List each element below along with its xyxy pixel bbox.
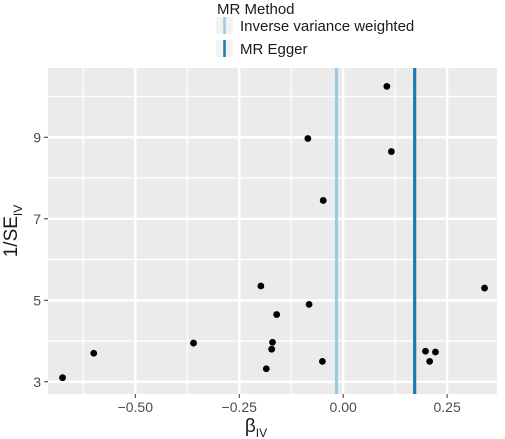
data-point bbox=[318, 358, 326, 365]
legend-title: MR Method bbox=[217, 1, 295, 18]
legend-label-mr-egger: MR Egger bbox=[240, 41, 308, 58]
data-point bbox=[304, 135, 312, 142]
data-point bbox=[257, 282, 265, 290]
y-axis-title: 1/SEIV bbox=[1, 205, 25, 258]
data-point bbox=[273, 311, 281, 318]
x-tick-label: −0.25 bbox=[222, 399, 258, 415]
y-tick-label: 3 bbox=[33, 374, 41, 390]
legend: MR Method Inverse variance weighted MR E… bbox=[216, 1, 414, 58]
data-point bbox=[190, 339, 197, 347]
data-point bbox=[432, 348, 439, 356]
x-axis-title: βIV bbox=[245, 416, 267, 439]
grid-major bbox=[48, 68, 497, 394]
y-tick-label: 5 bbox=[33, 292, 41, 308]
data-point bbox=[269, 338, 276, 346]
data-point bbox=[90, 349, 98, 357]
data-point bbox=[319, 197, 327, 204]
data-point bbox=[388, 148, 395, 155]
data-points bbox=[59, 82, 488, 382]
data-point bbox=[426, 358, 434, 365]
data-point bbox=[305, 300, 313, 308]
data-point bbox=[383, 82, 391, 90]
legend-label-ivw: Inverse variance weighted bbox=[240, 18, 414, 35]
x-tick-label: 0.00 bbox=[330, 399, 357, 415]
y-tick-label: 9 bbox=[33, 129, 41, 145]
x-axis-ticks: −0.50 −0.25 0.00 0.25 bbox=[118, 394, 461, 415]
y-tick-label: 7 bbox=[33, 211, 41, 227]
data-point bbox=[262, 365, 270, 373]
y-axis-ticks: 3 5 7 9 bbox=[33, 129, 48, 390]
data-point bbox=[268, 345, 276, 353]
data-point bbox=[59, 374, 66, 382]
method-lines bbox=[334, 68, 417, 394]
data-point bbox=[481, 284, 488, 292]
x-tick-label: 0.25 bbox=[433, 399, 460, 415]
x-tick-label: −0.50 bbox=[118, 399, 154, 415]
data-point bbox=[422, 347, 429, 355]
